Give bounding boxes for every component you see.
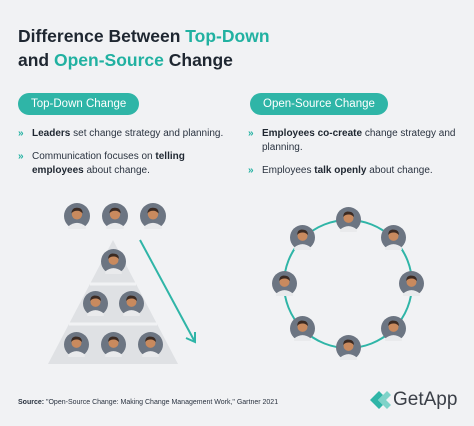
top-down-bullets: » Leaders set change strategy and planni… <box>18 127 233 187</box>
person-avatar-icon <box>381 316 406 341</box>
bullet-item: » Leaders set change strategy and planni… <box>18 128 224 139</box>
person-avatar-icon <box>290 225 315 250</box>
person-avatar-icon <box>138 332 163 357</box>
leader-avatars <box>64 203 166 229</box>
person-avatar-icon <box>101 332 126 357</box>
person-avatar-icon <box>64 203 90 229</box>
bullet-item: » Employees talk openly about change. <box>248 165 433 176</box>
brand-name: GetApp <box>393 389 458 410</box>
person-avatar-icon <box>336 335 361 360</box>
getapp-logo-icon <box>370 391 391 409</box>
person-avatar-icon <box>399 271 424 296</box>
open-source-label: Open-Source Change <box>250 93 388 115</box>
person-avatar-icon <box>381 225 406 250</box>
top-down-label: Top-Down Change <box>18 93 140 115</box>
person-avatar-icon <box>119 291 144 316</box>
bullet-item: » Communication focuses on telling emplo… <box>18 151 185 176</box>
person-avatar-icon <box>140 203 166 229</box>
person-avatar-icon <box>101 249 126 274</box>
title-line-2: and Open-Source Change <box>18 50 233 70</box>
person-avatar-icon <box>83 291 108 316</box>
double-chevron-icon: » <box>248 165 253 176</box>
page-title: Difference Between Top-Down and Open-Sou… <box>18 24 458 72</box>
person-avatar-icon <box>290 316 315 341</box>
arrow-line <box>139 239 196 343</box>
bullet-item: » Employees co-create change strategy an… <box>248 128 456 153</box>
open-source-bullets: » Employees co-create change strategy an… <box>248 127 463 187</box>
top-down-arrow <box>139 239 196 344</box>
title-line-1: Difference Between Top-Down <box>18 26 270 46</box>
person-avatar-icon <box>336 207 361 232</box>
ring-avatars <box>272 207 424 360</box>
source-citation: Source: "Open-Source Change: Making Chan… <box>18 399 279 406</box>
double-chevron-icon: » <box>248 128 253 139</box>
person-avatar-icon <box>272 271 297 296</box>
person-avatar-icon <box>64 332 89 357</box>
arrow-head-icon <box>185 332 196 344</box>
person-avatar-icon <box>102 203 128 229</box>
double-chevron-icon: » <box>18 128 23 139</box>
double-chevron-icon: » <box>18 151 23 162</box>
